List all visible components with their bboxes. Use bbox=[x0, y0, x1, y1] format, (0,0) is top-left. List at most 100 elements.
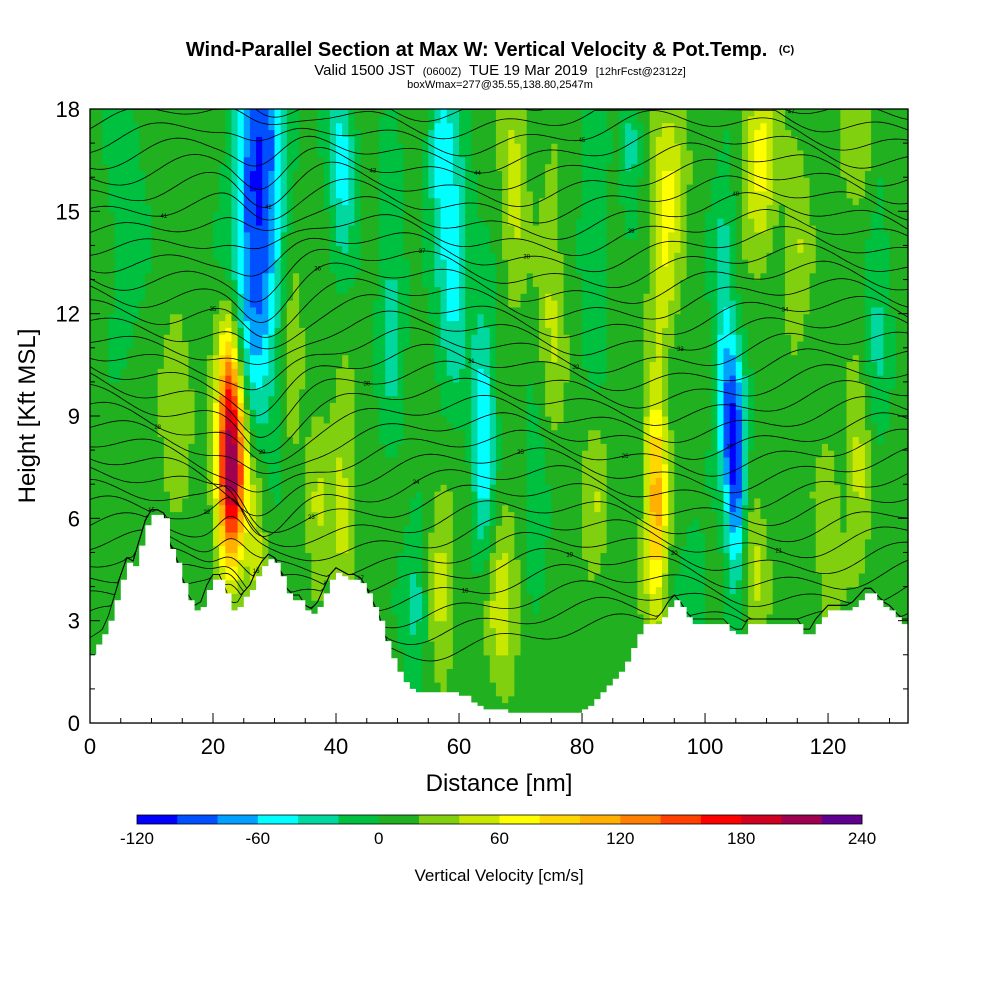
velocity-cell bbox=[96, 552, 103, 560]
velocity-cell bbox=[754, 593, 761, 601]
velocity-cell bbox=[711, 491, 718, 499]
velocity-cell bbox=[200, 600, 208, 608]
velocity-cell bbox=[545, 484, 552, 492]
velocity-cell bbox=[563, 511, 571, 519]
velocity-cell bbox=[139, 538, 146, 547]
velocity-cell bbox=[385, 545, 392, 554]
velocity-cell bbox=[766, 531, 774, 540]
velocity-cell bbox=[489, 484, 497, 492]
velocity-cell bbox=[317, 518, 325, 526]
velocity-cell bbox=[120, 497, 128, 506]
velocity-cell bbox=[766, 511, 774, 519]
velocity-cell bbox=[582, 688, 589, 697]
velocity-cell bbox=[274, 470, 282, 478]
velocity-cell bbox=[299, 538, 306, 547]
velocity-cell bbox=[311, 525, 319, 533]
velocity-cell bbox=[188, 511, 196, 519]
velocity-cell bbox=[864, 538, 872, 547]
velocity-cell bbox=[821, 484, 829, 492]
velocity-cell bbox=[852, 484, 860, 492]
velocity-cell bbox=[397, 491, 405, 499]
velocity-cell bbox=[268, 511, 276, 519]
velocity-cell bbox=[828, 491, 835, 499]
velocity-cell bbox=[360, 552, 368, 560]
velocity-cell bbox=[206, 566, 214, 574]
velocity-cell bbox=[520, 538, 528, 547]
velocity-cell bbox=[262, 484, 269, 492]
velocity-cell bbox=[557, 545, 565, 554]
velocity-cell bbox=[551, 675, 559, 683]
velocity-cell bbox=[760, 572, 768, 581]
velocity-cell bbox=[379, 559, 386, 567]
velocity-cell bbox=[385, 491, 392, 499]
velocity-cell bbox=[237, 552, 245, 560]
velocity-cell bbox=[440, 627, 448, 635]
velocity-cell bbox=[569, 538, 577, 547]
velocity-cell bbox=[200, 504, 208, 513]
velocity-cell bbox=[840, 497, 848, 506]
velocity-cell bbox=[778, 497, 786, 506]
velocity-cell bbox=[729, 525, 737, 533]
velocity-cell bbox=[440, 531, 448, 540]
velocity-cell bbox=[286, 497, 294, 506]
velocity-cell bbox=[133, 470, 140, 478]
velocity-cell bbox=[237, 497, 245, 506]
velocity-cell bbox=[262, 511, 269, 519]
velocity-cell bbox=[803, 538, 811, 547]
velocity-cell bbox=[575, 511, 583, 519]
velocity-cell bbox=[231, 525, 239, 533]
velocity-cell bbox=[791, 484, 798, 492]
velocity-cell bbox=[692, 613, 700, 622]
velocity-cell bbox=[797, 525, 805, 533]
velocity-cell bbox=[772, 572, 780, 581]
velocity-cell bbox=[748, 504, 755, 513]
velocity-cell bbox=[526, 538, 534, 547]
velocity-cell bbox=[176, 552, 183, 560]
velocity-cell bbox=[502, 627, 509, 635]
velocity-cell bbox=[206, 538, 214, 547]
velocity-cell bbox=[637, 620, 645, 629]
velocity-cell bbox=[791, 477, 798, 485]
velocity-cell bbox=[249, 538, 257, 547]
velocity-cell bbox=[784, 497, 792, 506]
velocity-cell bbox=[895, 511, 903, 519]
velocity-cell bbox=[489, 477, 497, 485]
velocity-cell bbox=[600, 470, 608, 478]
velocity-cell bbox=[625, 511, 632, 519]
velocity-cell bbox=[735, 477, 743, 485]
velocity-cell bbox=[231, 566, 239, 574]
velocity-cell bbox=[176, 497, 183, 506]
velocity-cell bbox=[403, 470, 411, 478]
velocity-cell bbox=[514, 586, 522, 594]
velocity-cell bbox=[354, 477, 362, 485]
velocity-cell bbox=[871, 559, 878, 567]
velocity-cell bbox=[631, 634, 638, 642]
velocity-cell bbox=[305, 477, 313, 485]
velocity-cell bbox=[809, 627, 817, 635]
velocity-cell bbox=[538, 538, 546, 547]
velocity-cell bbox=[483, 538, 491, 547]
velocity-cell bbox=[711, 511, 718, 519]
velocity-cell bbox=[428, 607, 436, 615]
velocity-cell bbox=[809, 477, 817, 485]
velocity-cell bbox=[803, 477, 811, 485]
velocity-cell bbox=[698, 477, 706, 485]
velocity-cell bbox=[692, 497, 700, 506]
velocity-cell bbox=[489, 682, 497, 690]
velocity-cell bbox=[434, 484, 442, 492]
velocity-cell bbox=[409, 566, 417, 574]
velocity-cell bbox=[545, 654, 552, 663]
velocity-cell bbox=[797, 531, 805, 540]
velocity-cell bbox=[182, 545, 190, 554]
velocity-cell bbox=[895, 525, 903, 533]
velocity-cell bbox=[809, 586, 817, 594]
velocity-cell bbox=[514, 607, 522, 615]
velocity-cell bbox=[440, 647, 448, 656]
velocity-cell bbox=[213, 545, 220, 554]
velocity-cell bbox=[883, 525, 891, 533]
velocity-cell bbox=[895, 484, 903, 492]
velocity-cell bbox=[545, 668, 552, 676]
velocity-cell bbox=[526, 647, 534, 656]
velocity-cell bbox=[385, 525, 392, 533]
velocity-cell bbox=[305, 511, 313, 519]
